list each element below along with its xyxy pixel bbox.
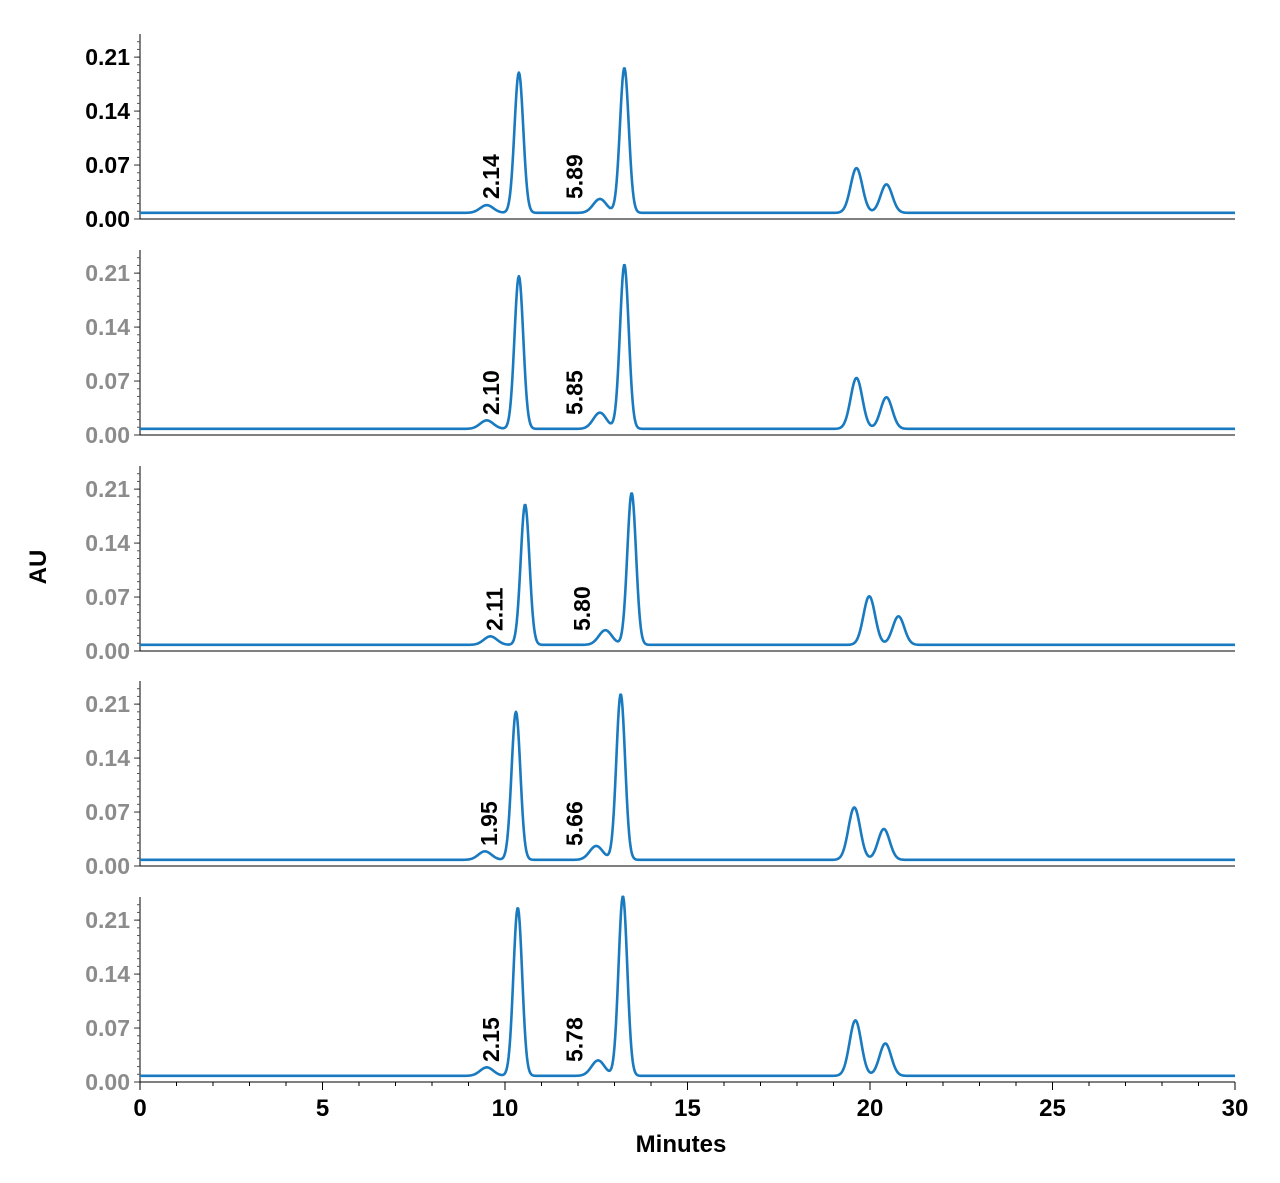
y-tick-label: 0.00 xyxy=(85,422,130,448)
x-tick-label: 0 xyxy=(133,1095,146,1122)
chromatogram-trace xyxy=(139,492,1236,647)
y-tick-label: 0.14 xyxy=(85,961,130,987)
y-tick-label: 0.14 xyxy=(85,745,130,771)
peak-annotation: 5.66 xyxy=(562,801,588,846)
x-tick-label: 5 xyxy=(316,1095,329,1122)
chart-panel-4: 0.00 0.07 0.14 0.21 1.95 5.66 xyxy=(85,681,1236,879)
chart-panel-5: 0.00 0.07 0.14 0.21 2.15 5.78 xyxy=(85,895,1236,1095)
y-tick-label: 0.21 xyxy=(85,907,130,933)
y-tick-label: 0.00 xyxy=(85,1069,130,1095)
y-tick-label: 0.00 xyxy=(85,206,130,232)
peak-annotation: 2.15 xyxy=(478,1017,504,1062)
x-axis-label: Minutes xyxy=(636,1131,727,1158)
x-tick-label: 30 xyxy=(1222,1095,1249,1122)
x-tick-label: 15 xyxy=(674,1095,701,1122)
y-tick-label: 0.21 xyxy=(85,44,130,70)
y-tick-label: 0.21 xyxy=(85,476,130,502)
peak-annotation: 5.80 xyxy=(569,586,595,631)
chromatogram-trace xyxy=(139,895,1236,1078)
y-tick-label: 0.14 xyxy=(85,314,130,340)
y-tick-label: 0.07 xyxy=(85,152,130,178)
chromatogram-trace xyxy=(139,263,1236,431)
y-tick-label: 0.14 xyxy=(85,530,130,556)
y-axis-label: AU xyxy=(25,550,52,585)
y-tick-label: 0.00 xyxy=(85,638,130,664)
peak-annotation: 5.78 xyxy=(562,1017,588,1062)
peak-annotation: 2.10 xyxy=(478,370,504,415)
chart-panel-3: 0.00 0.07 0.14 0.21 2.11 5.80 xyxy=(85,466,1236,664)
y-tick-label: 0.07 xyxy=(85,799,130,825)
y-tick-label: 0.14 xyxy=(85,98,130,124)
y-tick-label: 0.21 xyxy=(85,260,130,286)
x-tick-label: 10 xyxy=(492,1095,519,1122)
peak-annotation: 5.85 xyxy=(562,370,588,415)
chromatogram-trace xyxy=(139,693,1236,862)
peak-annotation: 1.95 xyxy=(476,801,502,846)
x-tick-label: 25 xyxy=(1039,1095,1066,1122)
x-axis: 0 5 10 15 20 25 30 xyxy=(133,1082,1248,1122)
panels: 0.00 0.07 0.14 0.21 2.14 5.89 0.00 0.07 0.14 0.21… xyxy=(85,34,1236,1095)
chart-panel-2: 0.00 0.07 0.14 0.21 2.10 5.85 xyxy=(85,250,1236,448)
peak-annotation: 2.14 xyxy=(478,154,504,199)
peak-annotation: 5.89 xyxy=(562,154,588,199)
y-tick-label: 0.07 xyxy=(85,584,130,610)
y-tick-label: 0.07 xyxy=(85,1015,130,1041)
y-tick-label: 0.07 xyxy=(85,368,130,394)
peak-annotation: 2.11 xyxy=(481,587,507,631)
chromatogram-trace xyxy=(139,67,1236,215)
y-tick-label: 0.00 xyxy=(85,853,130,879)
chart-panel-1: 0.00 0.07 0.14 0.21 2.14 5.89 xyxy=(85,34,1236,232)
x-tick-label: 20 xyxy=(857,1095,884,1122)
y-tick-label: 0.21 xyxy=(85,691,130,717)
